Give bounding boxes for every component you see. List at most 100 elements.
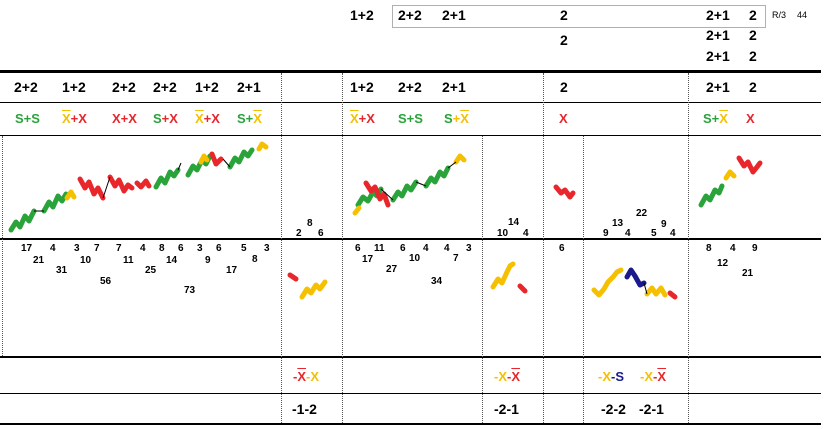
num-col1: 31 xyxy=(56,265,68,276)
divider-2 xyxy=(342,73,343,423)
top-box xyxy=(392,5,766,28)
code-col7-1: S+X xyxy=(703,111,728,126)
header-col1-1: 2+2 xyxy=(14,79,38,95)
num-col6: 4 xyxy=(670,228,676,239)
num-col6: 9 xyxy=(661,219,667,230)
code-col1-2: X+X xyxy=(62,111,87,126)
num-col1: 3 xyxy=(264,243,270,254)
num-col6: 22 xyxy=(636,208,648,219)
rule-2 xyxy=(0,102,821,103)
rule-1 xyxy=(0,70,821,73)
num-col1: 6 xyxy=(178,243,184,254)
num-col1: 7 xyxy=(94,243,100,254)
num-col1: 8 xyxy=(252,254,258,265)
header-col7-1: 2+1 xyxy=(706,79,730,95)
header-col7-2: 2 xyxy=(749,79,757,95)
num-col6: 13 xyxy=(612,218,624,229)
num-col1: 56 xyxy=(100,276,112,287)
header-col1-5: 1+2 xyxy=(195,79,219,95)
num-col3: 4 xyxy=(423,243,429,254)
zigzag-links xyxy=(34,158,648,295)
num-col6: 9 xyxy=(603,228,609,239)
num-col4: 4 xyxy=(523,228,529,239)
code-col7-2: X xyxy=(746,111,755,126)
top-right-a-3: 2+1 xyxy=(706,48,730,64)
code-col1-5: X+X xyxy=(195,111,220,126)
code-col1-1: S+S xyxy=(15,111,40,126)
top-box-c: 2 xyxy=(560,7,568,23)
num-col3: 7 xyxy=(453,253,459,264)
bottom-score-4: -2-1 xyxy=(639,401,664,417)
num-col3: 3 xyxy=(466,243,472,254)
top-left-label: 1+2 xyxy=(350,7,374,23)
header-col1-4: 2+2 xyxy=(153,79,177,95)
num-col1: 9 xyxy=(205,255,211,266)
bottom-code-3: -X-S xyxy=(598,369,625,384)
header-col1-2: 1+2 xyxy=(62,79,86,95)
code-col1-6: S+X xyxy=(237,111,262,126)
rule-5 xyxy=(0,356,821,358)
num-col1: 5 xyxy=(241,243,247,254)
bottom-code-2: -X-X xyxy=(494,369,521,384)
code-col1-3: X+X xyxy=(112,111,137,126)
code-col3-1: X+X xyxy=(350,111,375,126)
num-col1: 25 xyxy=(145,265,157,276)
num-col1: 10 xyxy=(80,255,92,266)
divider-1 xyxy=(281,73,282,423)
num-col1: 6 xyxy=(216,243,222,254)
header-col3-2: 2+2 xyxy=(398,79,422,95)
divider-4 xyxy=(543,73,544,423)
num-col3: 27 xyxy=(386,264,398,275)
num-col3: 4 xyxy=(444,243,450,254)
header-col1-6: 2+1 xyxy=(237,79,261,95)
zigzag-navy-1 xyxy=(624,267,647,288)
num-col1: 3 xyxy=(197,243,203,254)
code-col5: X xyxy=(559,111,568,126)
top-right-a-2: 2+1 xyxy=(706,27,730,43)
bottom-code-4: -X-X xyxy=(640,369,667,384)
top-box-b: 2+1 xyxy=(442,7,466,23)
num-col2: 8 xyxy=(307,218,313,229)
num-col7: 8 xyxy=(706,243,712,254)
top-right-a-1: 2+1 xyxy=(706,7,730,23)
bottom-score-3: -2-2 xyxy=(601,401,626,417)
num-col7: 12 xyxy=(717,258,729,269)
num-col1: 17 xyxy=(21,243,33,254)
header-col1-3: 2+2 xyxy=(112,79,136,95)
num-col3: 10 xyxy=(409,253,421,264)
num-col6: 4 xyxy=(625,228,631,239)
num-col7: 4 xyxy=(730,243,736,254)
rule-3 xyxy=(0,135,821,136)
num-col2: 2 xyxy=(296,228,302,239)
bottom-code-1: -X-X xyxy=(293,369,320,384)
num-col4: 14 xyxy=(508,217,520,228)
code-col3-2: S+S xyxy=(398,111,423,126)
num-col3: 11 xyxy=(374,243,385,254)
num-col3: 17 xyxy=(362,254,374,265)
num-col2: 6 xyxy=(318,228,324,239)
rule-6 xyxy=(0,393,821,394)
num-col5: 6 xyxy=(559,243,565,254)
num-col3: 34 xyxy=(431,276,443,287)
num-col3: 6 xyxy=(400,243,406,254)
top-box-a: 2+2 xyxy=(398,7,422,23)
top-right-b-1: 2 xyxy=(749,7,757,23)
divider-0 xyxy=(2,136,3,356)
zigzag-red-1 xyxy=(77,151,763,300)
num-col1: 3 xyxy=(74,243,80,254)
divider-6 xyxy=(688,73,689,423)
top-right-b-2: 2 xyxy=(749,27,757,43)
zigzag-yellow-1 xyxy=(64,141,737,300)
header-col3-1: 1+2 xyxy=(350,79,374,95)
num-col1: 11 xyxy=(123,255,134,266)
num-col1: 7 xyxy=(116,243,122,254)
num-col4: 10 xyxy=(497,228,509,239)
num-col1: 73 xyxy=(184,285,196,296)
num-col1: 4 xyxy=(50,243,56,254)
rule-7 xyxy=(0,423,821,425)
count-label: 44 xyxy=(797,10,808,20)
rule-4 xyxy=(0,238,821,240)
bottom-score-1: -1-2 xyxy=(292,401,317,417)
